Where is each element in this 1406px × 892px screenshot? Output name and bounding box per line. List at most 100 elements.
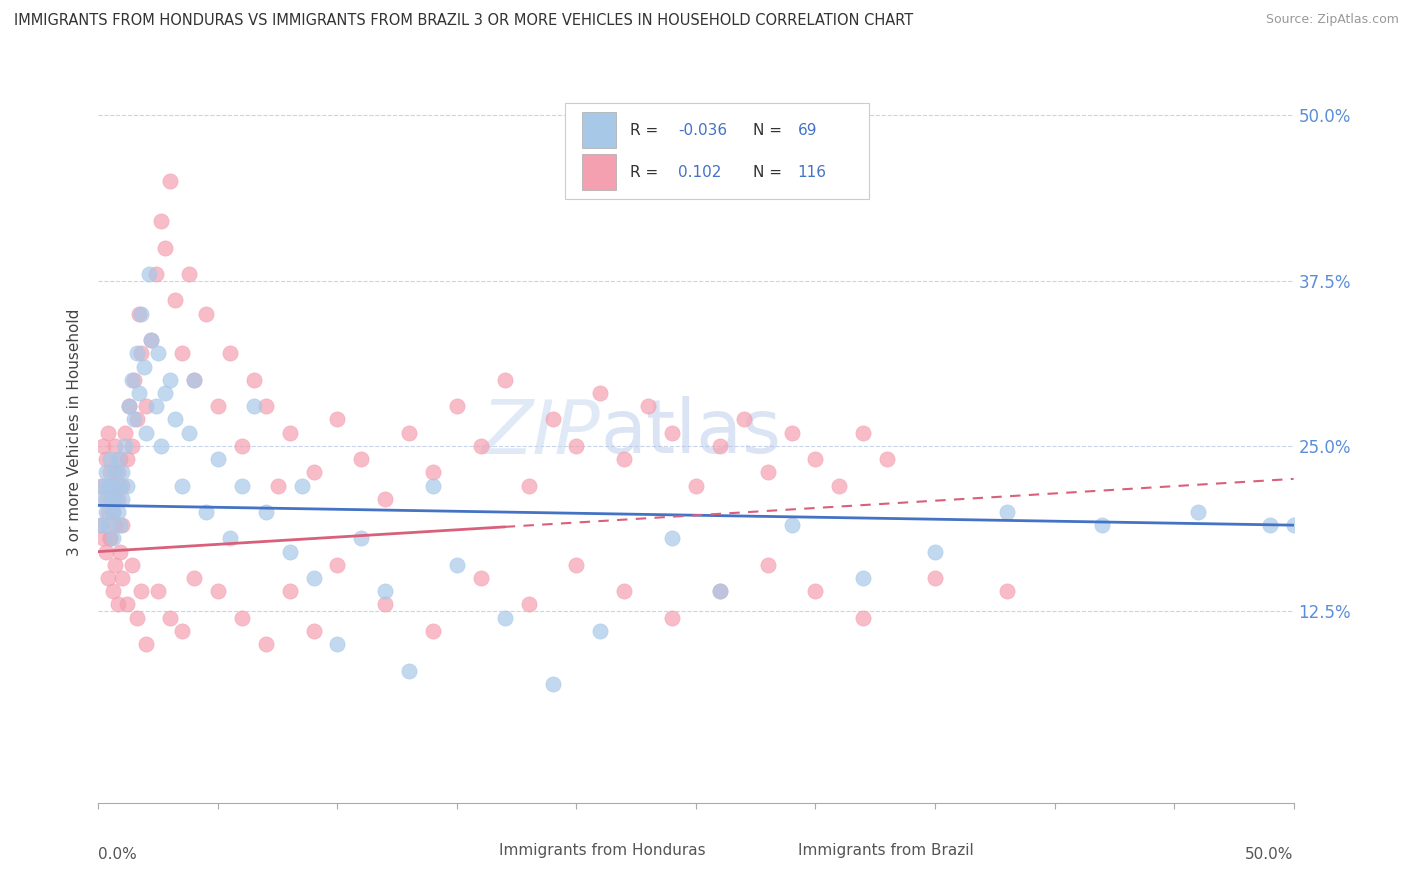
Point (422, 624, 444, 638)
Point (1187, 505, 1209, 519)
Bar (582, 154, 616, 190)
Text: 0.0%: 0.0% (98, 847, 138, 863)
Point (195, 505, 218, 519)
Text: 116: 116 (797, 164, 827, 179)
Point (121, 558, 143, 572)
Point (91, 532, 114, 546)
Point (1282, 518, 1305, 533)
Point (149, 214, 172, 228)
Point (94, 505, 117, 519)
Point (374, 584, 396, 599)
Point (231, 478, 253, 492)
Point (780, 518, 803, 533)
Point (97, 571, 120, 585)
Point (804, 452, 827, 467)
Point (278, 584, 301, 599)
Point (97, 425, 120, 440)
Point (101, 505, 124, 519)
Point (422, 465, 444, 479)
Point (828, 478, 851, 492)
Point (107, 491, 129, 506)
Point (159, 373, 181, 387)
Text: N =: N = (754, 123, 782, 137)
Point (90, 518, 112, 533)
Point (139, 333, 162, 347)
Point (924, 571, 946, 585)
Point (108, 478, 131, 492)
Point (207, 399, 229, 413)
Point (132, 359, 155, 374)
Point (589, 624, 612, 638)
Point (91, 439, 114, 453)
Point (101, 532, 124, 546)
Point (254, 637, 277, 651)
Point (148, 584, 170, 599)
Point (135, 425, 157, 440)
Point (446, 558, 468, 572)
Point (94, 491, 117, 506)
Text: 50.0%: 50.0% (1246, 847, 1294, 863)
Text: R =: R = (630, 123, 658, 137)
Point (108, 518, 131, 533)
Point (254, 399, 277, 413)
Point (183, 571, 205, 585)
Point (101, 478, 124, 492)
Point (422, 478, 444, 492)
Point (155, 240, 177, 255)
Point (326, 412, 349, 426)
Point (163, 293, 186, 308)
Bar (756, 836, 789, 866)
Point (111, 518, 134, 533)
Point (804, 584, 827, 599)
Point (172, 624, 194, 638)
Point (98, 465, 122, 479)
Point (90, 478, 112, 492)
Point (114, 425, 136, 440)
Point (398, 425, 420, 440)
FancyBboxPatch shape (565, 103, 869, 200)
Point (155, 386, 177, 401)
Point (207, 452, 229, 467)
Point (661, 611, 683, 625)
Point (350, 452, 373, 467)
Point (709, 584, 731, 599)
Point (131, 584, 153, 599)
Point (995, 505, 1018, 519)
Point (350, 532, 373, 546)
Point (148, 346, 170, 360)
Point (124, 373, 146, 387)
Point (494, 611, 516, 625)
Point (125, 611, 148, 625)
Point (124, 412, 146, 426)
Point (172, 478, 194, 492)
Point (195, 307, 218, 321)
Point (326, 558, 349, 572)
Point (98, 532, 122, 546)
Point (163, 412, 186, 426)
Point (128, 307, 150, 321)
Text: N =: N = (754, 164, 782, 179)
Point (995, 584, 1018, 599)
Point (219, 532, 242, 546)
Point (128, 386, 150, 401)
Point (111, 491, 134, 506)
Text: 69: 69 (797, 123, 817, 137)
Point (589, 386, 612, 401)
Point (107, 452, 129, 467)
Point (138, 267, 160, 281)
Point (91, 478, 114, 492)
Text: IMMIGRANTS FROM HONDURAS VS IMMIGRANTS FROM BRAZIL 3 OR MORE VEHICLES IN HOUSEHO: IMMIGRANTS FROM HONDURAS VS IMMIGRANTS F… (14, 13, 914, 29)
Point (756, 465, 779, 479)
Point (125, 412, 148, 426)
Point (172, 346, 194, 360)
Point (661, 532, 683, 546)
Text: Immigrants from Brazil: Immigrants from Brazil (797, 844, 973, 858)
Point (517, 598, 540, 612)
Text: 0.102: 0.102 (678, 164, 721, 179)
Point (278, 425, 301, 440)
Point (97, 505, 120, 519)
Text: Source: ZipAtlas.com: Source: ZipAtlas.com (1265, 13, 1399, 27)
Point (101, 584, 124, 599)
Point (470, 439, 492, 453)
Bar (457, 836, 491, 866)
